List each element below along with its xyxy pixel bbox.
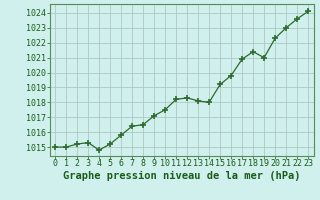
- X-axis label: Graphe pression niveau de la mer (hPa): Graphe pression niveau de la mer (hPa): [63, 171, 300, 181]
